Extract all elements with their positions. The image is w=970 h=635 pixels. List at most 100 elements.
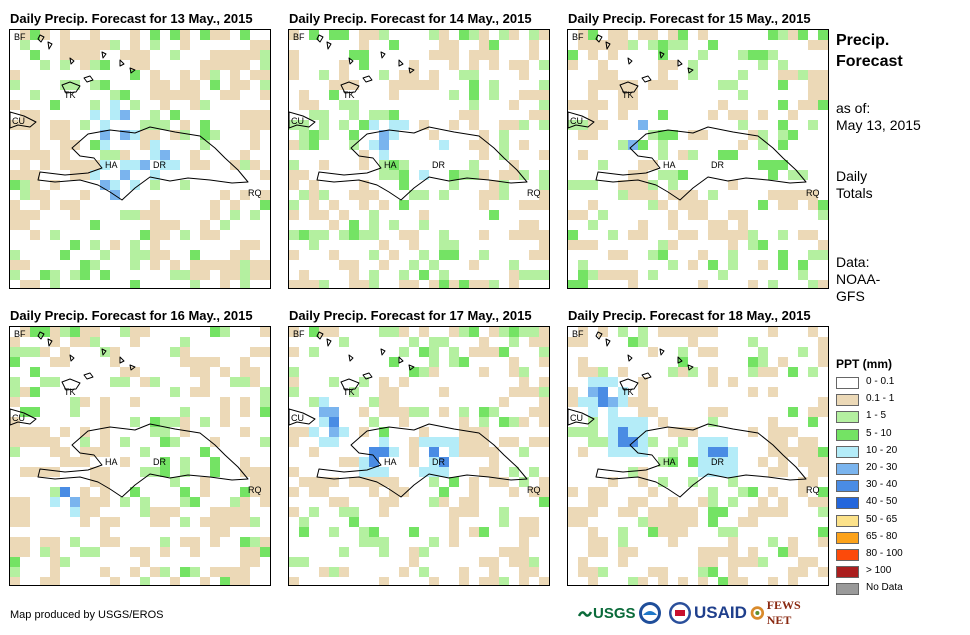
legend-title: PPT (mm) [836,357,893,371]
label-rq: RQ [806,188,820,198]
label-cu: CU [291,413,304,423]
panel-title-1: Daily Precip. Forecast for 13 May., 2015 [10,11,253,26]
label-ha: HA [663,160,676,170]
legend-swatch [836,377,859,389]
heading-line-1: Precip. [836,32,890,49]
label-dr: DR [432,457,445,467]
map-panel-3[interactable]: BF CU TK HA DR RQ [567,29,829,289]
label-bf: BF [572,329,584,339]
map-panel-2[interactable]: BF CU TK HA DR RQ [288,29,550,289]
label-dr: DR [153,160,166,170]
legend-label: 80 - 100 [866,548,903,559]
legend-label: 0 - 0.1 [866,376,895,387]
label-cu: CU [570,116,583,126]
legend-swatch [836,531,859,544]
as-of-date: May 13, 2015 [836,117,921,133]
precip-map: BF CU TK HA DR RQ [10,327,270,585]
panel-title-2: Daily Precip. Forecast for 14 May., 2015 [289,11,532,26]
precip-map: BF CU TK HA DR RQ [568,30,828,288]
label-bf: BF [14,32,26,42]
as-of-block: as of: May 13, 2015 [836,100,921,134]
panel-title-5: Daily Precip. Forecast for 17 May., 2015 [289,308,532,323]
map-panel-5[interactable]: BF CU TK HA DR RQ [288,326,550,586]
map-panel-1[interactable]: BF CU TK HA DR RQ [9,29,271,289]
legend-label: 65 - 80 [866,530,898,542]
label-cu: CU [570,413,583,423]
legend-swatch [836,445,859,458]
legend-label: 40 - 50 [866,496,898,508]
precip-grid [10,327,270,585]
label-ha: HA [663,457,676,467]
legend-swatch [836,394,859,407]
label-tk: TK [64,90,76,100]
totals-line-1: Daily [836,168,868,184]
label-tk: TK [343,90,355,100]
label-bf: BF [14,329,26,339]
usgs-logo: USGS [578,600,636,626]
precip-map: BF CU TK HA DR RQ [289,30,549,288]
label-tk: TK [622,90,634,100]
legend-swatch [836,428,859,441]
legend-swatch [836,463,859,475]
legend-swatch [836,549,859,561]
legend-label: 30 - 40 [866,479,898,491]
legend-swatch [836,480,859,493]
label-bf: BF [293,32,305,42]
label-cu: CU [12,116,25,126]
legend-label: No Data [866,582,903,594]
precip-grid [10,30,270,288]
legend-label: 1 - 5 [866,410,887,422]
totals-line-2: Totals [836,185,873,201]
label-ha: HA [384,457,397,467]
precip-map: BF CU TK HA DR RQ [568,327,828,585]
legend-swatch [836,514,859,527]
panel-title-4: Daily Precip. Forecast for 16 May., 2015 [10,308,253,323]
data-line-1: Data: [836,254,870,270]
fewsnet-globe-icon [750,606,765,620]
label-tk: TK [343,387,355,397]
label-rq: RQ [527,188,541,198]
map-panel-4[interactable]: BF CU TK HA DR RQ [9,326,271,586]
totals-block: Daily Totals [836,168,873,202]
as-of-label: as of: [836,100,871,116]
coastline-outlines [289,34,528,201]
label-rq: RQ [248,188,262,198]
data-source-block: Data: NOAA- GFS [836,254,880,305]
label-dr: DR [711,160,724,170]
label-ha: HA [105,160,118,170]
label-rq: RQ [248,485,262,495]
label-dr: DR [432,160,445,170]
legend-swatch [836,497,859,510]
precip-grid [289,327,549,585]
label-cu: CU [291,116,304,126]
panel-title-6: Daily Precip. Forecast for 18 May., 2015 [568,308,811,323]
label-tk: TK [64,387,76,397]
legend-label: > 100 [866,565,892,577]
label-cu: CU [12,413,25,423]
map-credit: Map produced by USGS/EROS [10,609,164,621]
coastline-outlines [568,34,807,201]
noaa-logo [638,600,662,626]
legend-label: 50 - 65 [866,513,898,525]
label-dr: DR [153,457,166,467]
precip-map: BF CU TK HA DR RQ [10,30,270,288]
legend-swatch [836,583,859,596]
coastline-outlines [568,331,807,498]
coastline-outlines [10,331,249,498]
label-ha: HA [105,457,118,467]
label-ha: HA [384,160,397,170]
legend-label: 0.1 - 1 [866,393,895,405]
panel-title-3: Daily Precip. Forecast for 15 May., 2015 [568,11,811,26]
legend-label: 5 - 10 [866,427,892,439]
label-rq: RQ [527,485,541,495]
usaid-seal-icon [669,602,691,624]
heading-line-2: Forecast [836,53,903,70]
map-panel-6[interactable]: BF CU TK HA DR RQ [567,326,829,586]
noaa-seal-icon [639,602,661,624]
label-rq: RQ [806,485,820,495]
forecast-heading: Precip. Forecast [836,30,903,72]
legend-label: 10 - 20 [866,444,898,456]
precip-grid [289,30,549,288]
label-bf: BF [572,32,584,42]
label-tk: TK [622,387,634,397]
